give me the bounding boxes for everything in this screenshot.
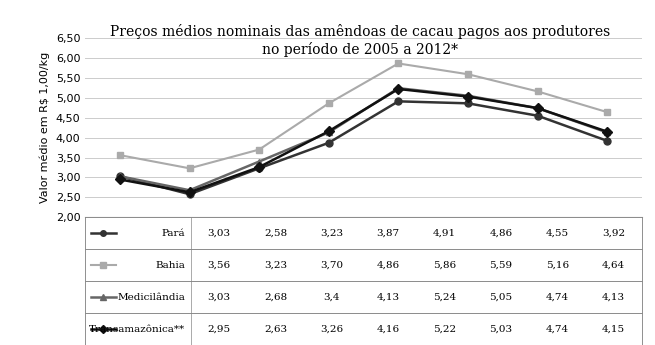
Text: 5,59: 5,59 (489, 261, 512, 270)
Text: 4,91: 4,91 (433, 229, 456, 238)
Text: 4,74: 4,74 (546, 293, 569, 302)
Text: 5,22: 5,22 (433, 325, 456, 334)
Text: 4,13: 4,13 (377, 293, 400, 302)
Pará (116, 174, 124, 178)
Text: 4,16: 4,16 (377, 325, 400, 334)
Text: 4,55: 4,55 (546, 229, 569, 238)
Medicilândia (464, 94, 472, 98)
Text: 4,64: 4,64 (602, 261, 626, 270)
Medicilândia (255, 159, 263, 164)
Bahia (116, 153, 124, 157)
Text: 5,24: 5,24 (433, 293, 456, 302)
Bahia (603, 110, 611, 114)
Medicilândia (325, 130, 333, 135)
Pará (255, 166, 263, 170)
Y-axis label: Valor médio em R$ 1,00/kg: Valor médio em R$ 1,00/kg (39, 52, 50, 203)
Transamazônica** (255, 165, 263, 169)
Bahia (325, 101, 333, 106)
Text: 3,26: 3,26 (320, 325, 343, 334)
Medicilândia (185, 188, 193, 192)
Text: 3,23: 3,23 (264, 261, 287, 270)
Text: 5,03: 5,03 (489, 325, 512, 334)
Bahia (534, 89, 542, 93)
Bahia (255, 148, 263, 152)
Bar (85, 249, 642, 281)
Transamazônica** (325, 129, 333, 133)
Text: 2,95: 2,95 (208, 325, 231, 334)
Text: 2,68: 2,68 (264, 293, 287, 302)
Text: 3,92: 3,92 (602, 229, 626, 238)
Text: Bahia: Bahia (155, 261, 185, 270)
Bar (85, 217, 642, 249)
Text: 4,13: 4,13 (602, 293, 626, 302)
Text: 4,86: 4,86 (489, 229, 512, 238)
Text: 2,58: 2,58 (264, 229, 287, 238)
Bahia (394, 61, 402, 66)
Pará (325, 141, 333, 145)
Text: 3,87: 3,87 (377, 229, 400, 238)
Bar (85, 281, 642, 313)
Text: Medicilândia: Medicilândia (117, 293, 185, 302)
Text: Transamazônica**: Transamazônica** (89, 325, 185, 334)
Line: Bahia: Bahia (117, 60, 610, 172)
Text: Preços médios nominais das amêndoas de cacau pagos aos produtores
no período de : Preços médios nominais das amêndoas de c… (110, 24, 610, 57)
Bar (85, 313, 642, 345)
Bahia (464, 72, 472, 76)
Medicilândia (394, 86, 402, 90)
Text: 3,03: 3,03 (208, 293, 231, 302)
Line: Pará: Pará (117, 98, 610, 198)
Text: 3,03: 3,03 (208, 229, 231, 238)
Text: 5,05: 5,05 (489, 293, 512, 302)
Pará (464, 101, 472, 106)
Medicilândia (603, 130, 611, 135)
Medicilândia (534, 106, 542, 110)
Transamazônica** (116, 177, 124, 181)
Pará (603, 139, 611, 143)
Text: 4,15: 4,15 (602, 325, 626, 334)
Transamazônica** (603, 130, 611, 134)
Line: Transamazônica**: Transamazônica** (117, 86, 610, 196)
Text: 3,23: 3,23 (320, 229, 343, 238)
Transamazônica** (185, 190, 193, 194)
Text: 5,86: 5,86 (433, 261, 456, 270)
Medicilândia (116, 174, 124, 178)
Text: Pará: Pará (162, 229, 185, 238)
Transamazônica** (394, 87, 402, 91)
Text: 3,70: 3,70 (320, 261, 343, 270)
Text: 4,74: 4,74 (546, 325, 569, 334)
Transamazônica** (464, 95, 472, 99)
Line: Medicilândia: Medicilândia (117, 85, 610, 194)
Bahia (185, 166, 193, 170)
Text: 5,16: 5,16 (546, 261, 569, 270)
Transamazônica** (534, 106, 542, 110)
Pará (185, 192, 193, 196)
Pará (394, 99, 402, 104)
Text: 4,86: 4,86 (377, 261, 400, 270)
Text: 3,4: 3,4 (324, 293, 340, 302)
Pará (534, 114, 542, 118)
Text: 2,63: 2,63 (264, 325, 287, 334)
Text: 3,56: 3,56 (208, 261, 231, 270)
